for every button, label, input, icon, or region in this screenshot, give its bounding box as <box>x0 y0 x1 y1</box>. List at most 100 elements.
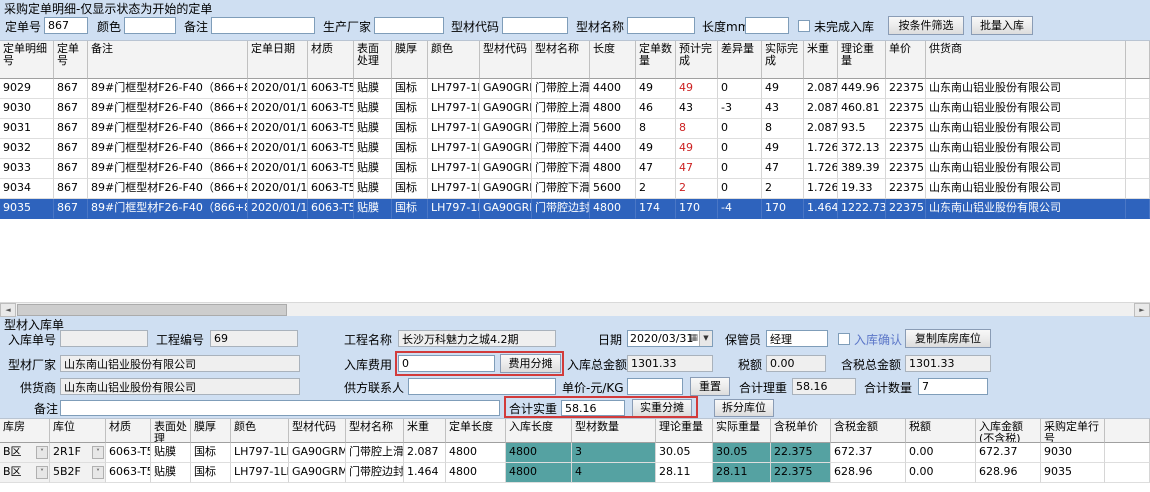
project-name-input[interactable] <box>398 330 556 347</box>
column-header[interactable]: 型材名称 <box>532 41 590 79</box>
column-header[interactable]: 库位 <box>50 419 106 443</box>
profile-code-input[interactable] <box>502 17 568 34</box>
split-location-button[interactable]: 拆分库位 <box>714 399 774 417</box>
scroll-right-arrow-icon[interactable]: ► <box>1134 303 1150 317</box>
date-picker[interactable]: 2020/03/31 ▦ ▼ <box>627 330 713 347</box>
profile-name-input[interactable] <box>627 17 695 34</box>
table-cell: GA90GRM04 <box>480 139 532 159</box>
combo-dropdown-icon[interactable]: ˅ <box>36 466 48 479</box>
combo-dropdown-icon[interactable]: ˅ <box>36 446 48 459</box>
supplier-input[interactable] <box>60 378 300 395</box>
keeper-input[interactable] <box>766 330 828 347</box>
column-header[interactable]: 含税单价 <box>771 419 831 443</box>
unit-price-input[interactable] <box>627 378 683 395</box>
scroll-left-arrow-icon[interactable]: ◄ <box>0 303 16 317</box>
entry-fee-input[interactable] <box>398 355 495 372</box>
column-header[interactable]: 税额 <box>906 419 976 443</box>
length-input[interactable] <box>745 17 789 34</box>
column-header[interactable]: 膜厚 <box>191 419 231 443</box>
filter-label-color: 颜色 <box>97 20 122 34</box>
unfinished-checkbox[interactable] <box>798 20 810 32</box>
reset-button[interactable]: 重置 <box>690 377 730 396</box>
column-header[interactable]: 定单日期 <box>248 41 308 79</box>
column-header[interactable]: 定单明细号 <box>0 41 54 79</box>
column-header[interactable]: 型材代码 <box>480 41 532 79</box>
table-row[interactable]: 903386789#门框型材F26-F40（866+867）2020/01/13… <box>0 159 1150 179</box>
actual-weight-allocate-button[interactable]: 实重分摊 <box>632 399 692 417</box>
column-header[interactable]: 定单号 <box>54 41 88 79</box>
warehouse-entry-table[interactable]: 库房 库位 材质 表面处理 膜厚 颜色 型材代码 型材名称 米重 定单长度 入库长度 型材数量 理论重量… <box>0 418 1150 492</box>
column-header[interactable] <box>1126 41 1150 79</box>
column-header[interactable]: 实际完成 <box>762 41 804 79</box>
column-header[interactable]: 实际重量 <box>713 419 771 443</box>
total-actual-weight-input[interactable] <box>561 400 625 416</box>
column-header[interactable]: 定单长度 <box>446 419 506 443</box>
profile-factory-input[interactable] <box>60 355 300 372</box>
color-input[interactable] <box>124 17 176 34</box>
horizontal-scrollbar[interactable]: ◄ ► <box>0 302 1150 317</box>
tax-input[interactable] <box>766 355 826 372</box>
table-cell: 门带腔边封 <box>532 199 590 219</box>
column-header[interactable]: 单价 <box>886 41 926 79</box>
column-header[interactable]: 入库长度 <box>506 419 572 443</box>
column-header[interactable]: 理论重量 <box>838 41 886 79</box>
column-header[interactable]: 表面处理 <box>151 419 191 443</box>
table-row[interactable]: B区˅2R1F˅6063-T5贴膜国标LH797-1LL0GA90GRM03门带… <box>0 443 1150 463</box>
table-row[interactable]: 903586789#门框型材F26-F40（866+867）2020/01/13… <box>0 199 1150 219</box>
fee-allocate-button[interactable]: 费用分摊 <box>500 354 561 373</box>
note-input[interactable] <box>211 17 315 34</box>
column-header[interactable]: 长度 <box>590 41 636 79</box>
supplier-contact-input[interactable] <box>408 378 556 395</box>
column-header[interactable]: 颜色 <box>428 41 480 79</box>
table-row[interactable]: 903486789#门框型材F26-F40（866+867）2020/01/13… <box>0 179 1150 199</box>
table-cell: 贴膜 <box>354 199 392 219</box>
column-header[interactable]: 采购定单行号 <box>1041 419 1105 443</box>
entry-total-input[interactable] <box>627 355 713 372</box>
column-header[interactable]: 材质 <box>308 41 354 79</box>
entry-no-input[interactable] <box>60 330 148 347</box>
column-header[interactable]: 库房 <box>0 419 50 443</box>
scrollbar-thumb[interactable] <box>17 304 287 316</box>
total-quantity-input[interactable] <box>918 378 988 395</box>
column-header[interactable]: 理论重量 <box>656 419 713 443</box>
column-header[interactable]: 供货商 <box>926 41 1126 79</box>
column-header[interactable]: 差异量 <box>718 41 762 79</box>
column-header[interactable]: 米重 <box>804 41 838 79</box>
filter-by-condition-button[interactable]: 按条件筛选 <box>888 16 964 35</box>
project-no-input[interactable] <box>210 330 298 347</box>
column-header[interactable]: 型材名称 <box>346 419 404 443</box>
column-header[interactable] <box>1105 419 1150 443</box>
order-no-input[interactable] <box>44 17 88 34</box>
column-header[interactable]: 型材代码 <box>289 419 346 443</box>
copy-warehouse-location-button[interactable]: 复制库房库位 <box>905 329 991 348</box>
column-header[interactable]: 备注 <box>88 41 248 79</box>
table-cell: 22375 <box>886 179 926 199</box>
combo-dropdown-icon[interactable]: ˅ <box>92 466 104 479</box>
tax-incl-total-input[interactable] <box>905 355 991 372</box>
table-row[interactable]: B区˅5B2F˅6063-T5贴膜国标LH797-1LL0GA90GRM05门带… <box>0 463 1150 483</box>
remark-input[interactable] <box>60 400 500 416</box>
column-header[interactable]: 颜色 <box>231 419 289 443</box>
combo-dropdown-icon[interactable]: ˅ <box>92 446 104 459</box>
table-row[interactable]: 902986789#门框型材F26-F40（866+867）2020/01/13… <box>0 79 1150 99</box>
table-cell: GA90GRM05 <box>289 463 346 483</box>
batch-entry-button[interactable]: 批量入库 <box>971 16 1033 35</box>
column-header[interactable]: 入库金额(不含税) <box>976 419 1041 443</box>
table-row[interactable]: 903086789#门框型材F26-F40（866+867）2020/01/13… <box>0 99 1150 119</box>
total-theoretical-weight-input[interactable] <box>792 378 856 395</box>
column-header[interactable]: 预计完成 <box>676 41 718 79</box>
column-header[interactable]: 型材数量 <box>572 419 656 443</box>
table-row[interactable]: 903286789#门框型材F26-F40（866+867）2020/01/13… <box>0 139 1150 159</box>
manufacturer-input[interactable] <box>374 17 444 34</box>
purchase-order-table[interactable]: 定单明细号 定单号 备注 定单日期 材质 表面处理 膜厚 颜色 型材代码 型材名称 长度 定单数量 预计… <box>0 40 1150 302</box>
entry-confirm-checkbox[interactable] <box>838 333 850 345</box>
column-header[interactable]: 含税金额 <box>831 419 906 443</box>
table-cell: 672.37 <box>976 443 1041 463</box>
column-header[interactable]: 材质 <box>106 419 151 443</box>
column-header[interactable]: 膜厚 <box>392 41 428 79</box>
column-header[interactable]: 定单数量 <box>636 41 676 79</box>
table-row[interactable]: 903186789#门框型材F26-F40（866+867）2020/01/13… <box>0 119 1150 139</box>
column-header[interactable]: 表面处理 <box>354 41 392 79</box>
date-dropdown-icon[interactable]: ▼ <box>699 331 712 346</box>
column-header[interactable]: 米重 <box>404 419 446 443</box>
